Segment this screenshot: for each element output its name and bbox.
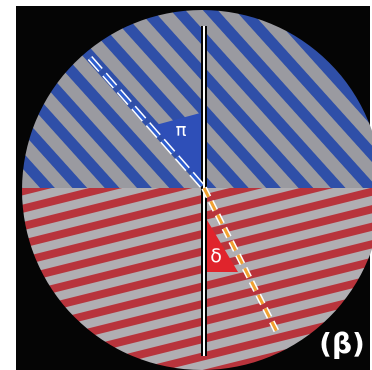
pi-angle-label: π xyxy=(176,120,187,141)
lower-dashed-line-core xyxy=(202,187,280,335)
delta-angle-label: δ xyxy=(210,245,222,267)
panel-label: (β) xyxy=(319,327,365,360)
pi-angle-wedge xyxy=(152,112,204,186)
delta-angle-wedge xyxy=(204,215,238,272)
upper-dashed-line-core xyxy=(88,57,206,189)
